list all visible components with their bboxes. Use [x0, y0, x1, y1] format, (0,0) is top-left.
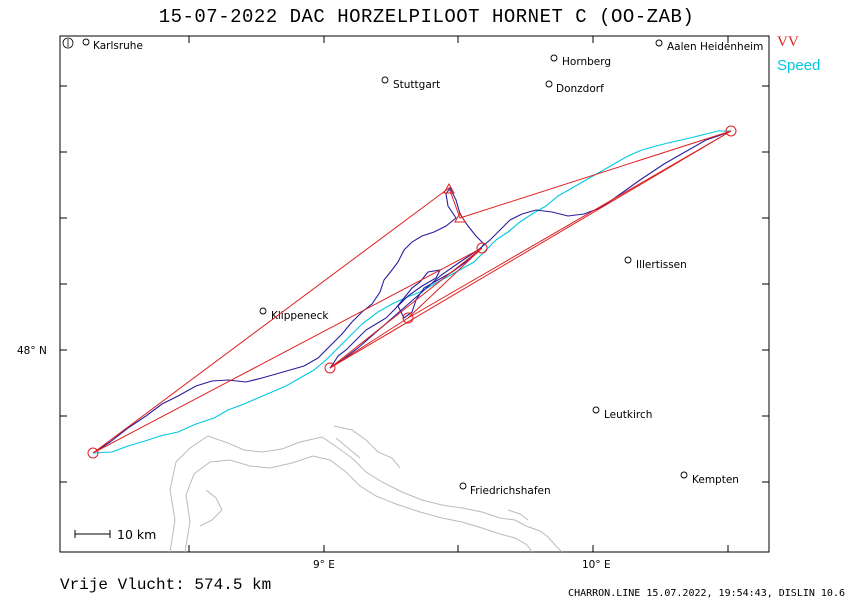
- footer-info: CHARRON.LINE 15.07.2022, 19:54:43, DISLI…: [568, 588, 845, 599]
- north-marker: [62, 37, 74, 49]
- lake-constance-outline: [169, 425, 563, 553]
- city-friedrichshafen: Friedrichshafen: [470, 485, 551, 497]
- scale-bar: [74, 530, 111, 538]
- vv-turnpoints: [87, 125, 737, 459]
- legend-vv: VV: [777, 34, 799, 50]
- legend-speed: Speed: [777, 57, 821, 74]
- city-donzdorf: Donzdorf: [556, 83, 604, 95]
- distance-summary: Vrije Vlucht: 574.5 km: [60, 576, 272, 594]
- lat-label: 48° N: [17, 345, 47, 357]
- city-klippeneck: Klippeneck: [271, 310, 329, 322]
- map-frame: [59, 35, 770, 553]
- axis-ticks: [60, 36, 769, 552]
- vv-lines: [92, 130, 732, 454]
- city-leutkirch: Leutkirch: [604, 409, 652, 421]
- lon-label-10: 10° E: [582, 559, 611, 571]
- city-kempten: Kempten: [692, 474, 739, 486]
- city-karlsruhe: Karlsruhe: [93, 40, 143, 52]
- city-hornberg: Hornberg: [562, 56, 611, 68]
- city-stuttgart: Stuttgart: [393, 79, 440, 91]
- city-illertissen: Illertissen: [636, 259, 687, 271]
- city-aalen-heidenheim: Aalen Heidenheim: [667, 41, 763, 53]
- map-title: 15-07-2022 DAC HORZELPILOOT HORNET C (OO…: [158, 6, 695, 28]
- flight-track: [92, 130, 732, 454]
- city-markers: [82, 38, 688, 490]
- speed-track: [92, 130, 731, 454]
- lon-label-9: 9° E: [313, 559, 335, 571]
- scale-label: 10 km: [117, 527, 156, 542]
